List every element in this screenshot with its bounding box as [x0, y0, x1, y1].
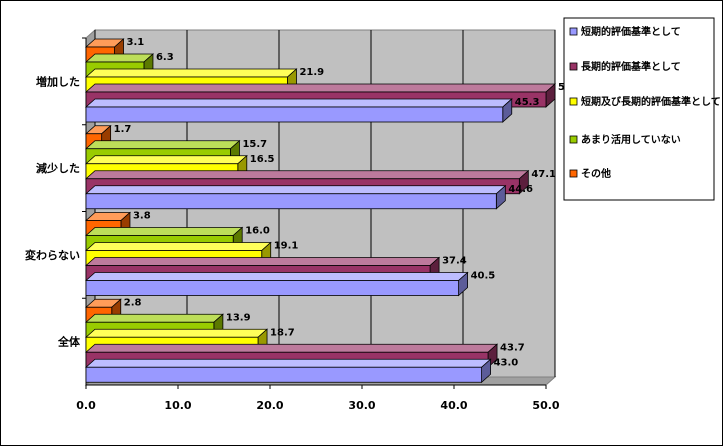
bar-top: [84, 328, 269, 338]
bar-top: [84, 68, 298, 78]
data-label-1-2: 19.1: [274, 241, 299, 252]
bar-top: [84, 343, 499, 353]
bar-top: [84, 358, 492, 368]
legend-swatch-3: [569, 135, 578, 144]
bar-top: [84, 227, 244, 236]
x-tick-label-2: 20.0: [256, 399, 283, 412]
bar-front: [85, 193, 497, 210]
bar-front: [85, 280, 460, 296]
data-label-0-4: 2.8: [124, 297, 142, 308]
bar-top: [84, 155, 248, 165]
bar-top: [84, 83, 557, 93]
bar-top: [84, 242, 272, 251]
legend-swatch-1: [569, 62, 578, 71]
x-tick-label-1: 10.0: [164, 399, 191, 412]
data-label-1-0: 40.5: [471, 271, 496, 282]
legend-swatch-2: [569, 97, 578, 106]
data-label-2-4: 1.7: [114, 124, 132, 135]
data-label-2-0: 44.6: [508, 184, 533, 195]
data-label-2-1: 47.1: [531, 169, 556, 180]
legend-label-4: その他: [581, 167, 611, 180]
bar-top: [84, 272, 469, 281]
x-tick-label-3: 30.0: [348, 399, 375, 412]
data-label-0-1: 43.7: [500, 342, 525, 353]
data-label-0-0: 43.0: [494, 357, 519, 368]
bar-top: [84, 53, 155, 63]
bar-front: [85, 366, 483, 383]
bar-top: [84, 313, 224, 323]
data-label-2-2: 16.5: [250, 154, 275, 165]
legend-swatch-4: [569, 169, 578, 178]
category-label-1: 変わらない: [25, 248, 80, 262]
data-label-1-4: 3.8: [133, 211, 151, 222]
bar-1-0: [84, 271, 469, 297]
data-label-1-3: 16.0: [245, 226, 270, 237]
category-label-2: 減少した: [36, 161, 80, 175]
data-label-2-3: 15.7: [242, 139, 267, 150]
data-label-3-4: 3.1: [127, 37, 145, 48]
bar-top: [84, 170, 530, 180]
data-label-0-2: 18.7: [270, 327, 295, 338]
data-label-3-2: 21.9: [299, 67, 324, 78]
bar-top: [84, 185, 507, 195]
bar-3-0: [84, 98, 513, 123]
category-label-0: 全体: [57, 335, 81, 349]
x-tick-label-5: 50.0: [532, 399, 559, 412]
bar-top: [84, 140, 241, 150]
category-label-3: 増加した: [36, 74, 80, 88]
legend-label-2: 短期及び長期的評価基準として: [581, 95, 721, 108]
data-label-1-1: 37.4: [442, 256, 467, 267]
x-tick-label-4: 40.0: [440, 399, 467, 412]
legend-label-1: 長期的評価基準として: [581, 60, 681, 73]
data-label-3-0: 45.3: [515, 97, 540, 108]
x-tick-label-0: 0.0: [76, 399, 96, 412]
bar-2-0: [84, 184, 507, 210]
legend-swatch-0: [569, 27, 578, 36]
legend-label-3: あまり活用していない: [581, 133, 681, 146]
bar-top: [84, 257, 441, 266]
bar-0-0: [84, 358, 492, 384]
data-label-3-3: 6.3: [156, 52, 174, 63]
bar-front: [85, 106, 504, 123]
data-label-0-3: 13.9: [226, 312, 251, 323]
legend-label-0: 短期的評価基準として: [581, 25, 681, 38]
bar-top: [84, 98, 513, 108]
legend-box: [563, 17, 715, 201]
